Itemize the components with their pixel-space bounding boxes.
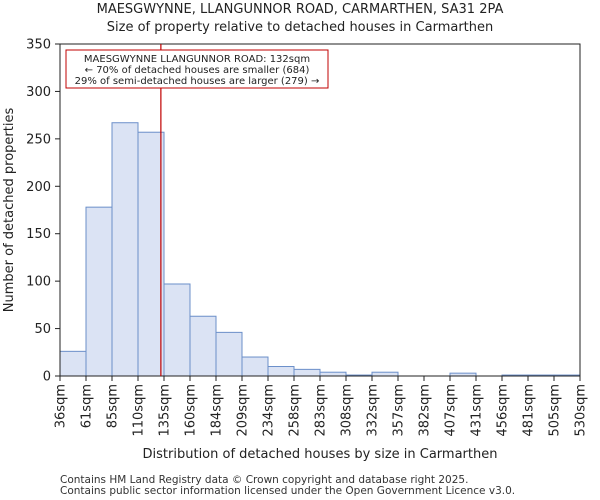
histogram-bar	[319, 371, 347, 377]
x-tick-label: 61sqm	[80, 384, 95, 428]
histogram-bar	[371, 371, 399, 377]
footer-line-2: Contains public sector information licen…	[60, 485, 516, 497]
y-tick-label: 100	[26, 275, 51, 290]
annotation-line: MAESGWYNNE LLANGUNNOR ROAD: 132sqm	[84, 54, 310, 65]
annotation-line: 29% of semi-detached houses are larger (…	[75, 76, 320, 87]
x-tick-label: 209sqm	[236, 384, 251, 437]
y-tick-label: 350	[26, 38, 51, 53]
x-tick-label: 530sqm	[574, 384, 589, 437]
y-tick-label: 250	[26, 132, 51, 147]
x-tick-label: 85sqm	[106, 384, 121, 428]
annotation-line: ← 70% of detached houses are smaller (68…	[85, 65, 310, 76]
x-tick-label: 258sqm	[288, 384, 303, 437]
annotation-box	[65, 49, 329, 89]
x-tick-label: 110sqm	[132, 384, 147, 437]
histogram-bar	[163, 283, 191, 377]
histogram-bar	[189, 315, 217, 377]
x-axis-label: Distribution of detached houses by size …	[143, 447, 498, 462]
y-tick-label: 150	[26, 227, 51, 242]
y-tick-label: 200	[26, 180, 51, 195]
x-tick-label: 283sqm	[314, 384, 329, 437]
x-tick-label: 184sqm	[210, 384, 225, 437]
x-tick-label: 456sqm	[496, 384, 511, 437]
y-axis-label: Number of detached properties	[2, 108, 17, 313]
x-tick-label: 505sqm	[548, 384, 563, 437]
footer-line-1: Contains HM Land Registry data © Crown c…	[60, 474, 469, 486]
histogram-bar	[85, 206, 113, 377]
x-tick-label: 431sqm	[470, 384, 485, 437]
histogram-bar	[241, 356, 269, 377]
x-tick-label: 308sqm	[340, 384, 355, 437]
x-tick-label: 234sqm	[262, 384, 277, 437]
chart-subtitle: Size of property relative to detached ho…	[106, 20, 494, 35]
histogram-bar	[59, 350, 87, 377]
x-tick-label: 160sqm	[184, 384, 199, 437]
histogram-bar	[215, 331, 243, 377]
histogram-bar	[137, 131, 165, 377]
chart-area: 0 50 100 150 200 250 300 350 36sqm 61sqm 85sqm 110s…	[2, 38, 589, 463]
histogram-bar	[111, 122, 139, 377]
chart-title: MAESGWYNNE, LLANGUNNOR ROAD, CARMARTHEN,…	[96, 2, 504, 17]
x-tick-label: 135sqm	[158, 384, 173, 437]
y-tick-label: 0	[43, 370, 51, 385]
histogram-bar	[267, 366, 295, 377]
y-tick-label: 300	[26, 85, 51, 100]
y-tick-label: 50	[34, 322, 51, 337]
x-tick-label: 332sqm	[366, 384, 381, 437]
x-tick-label: 382sqm	[418, 384, 433, 437]
x-tick-label: 357sqm	[392, 384, 407, 437]
x-tick-label: 481sqm	[522, 384, 537, 437]
x-tick-label: 407sqm	[444, 384, 459, 437]
x-tick-label: 36sqm	[54, 384, 69, 428]
histogram-bar	[293, 368, 321, 377]
